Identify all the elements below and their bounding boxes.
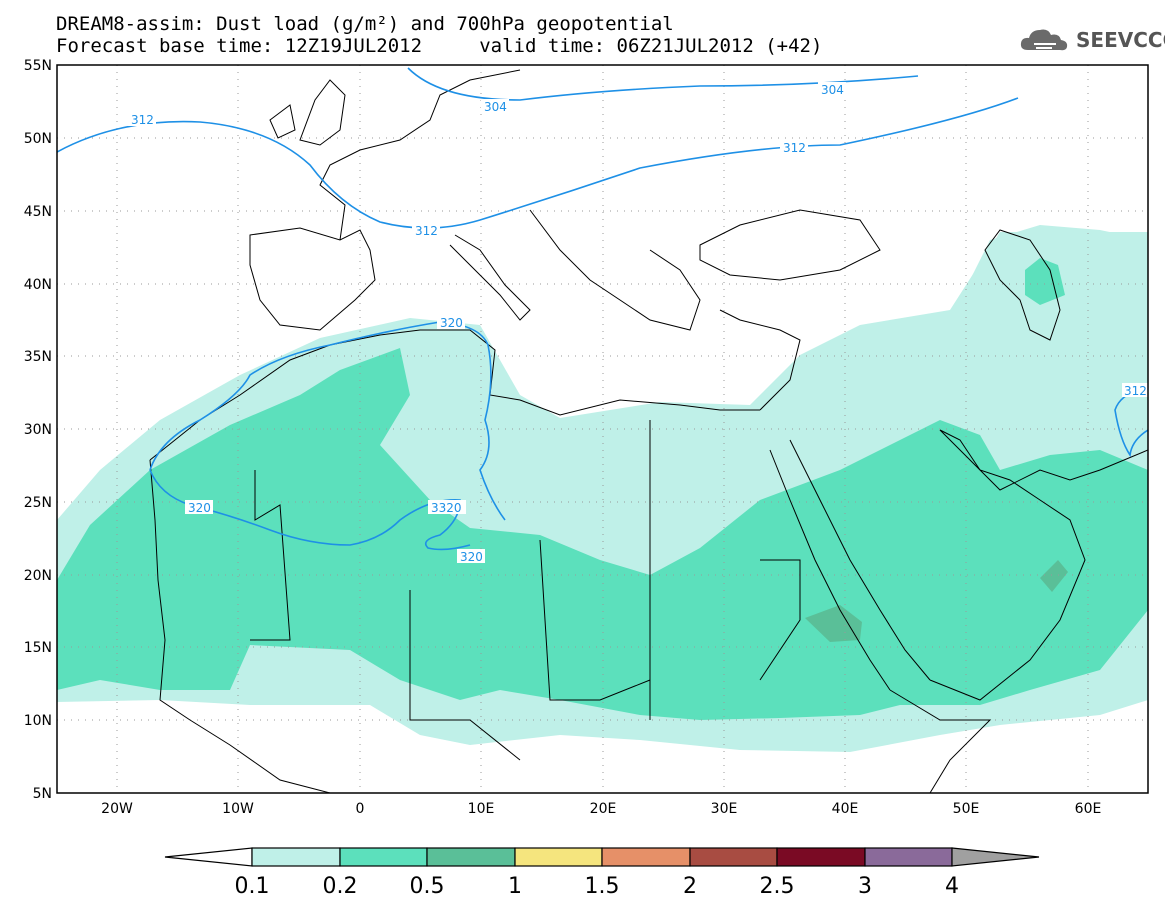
lon-label: 40E: [832, 801, 859, 817]
contour-312-east: [1114, 389, 1148, 458]
dust-load-field: [57, 225, 1148, 752]
logo-text: SEEVCCC: [1076, 28, 1165, 52]
map-frame: [56, 64, 1149, 794]
colorbar-label: 1.5: [585, 874, 620, 899]
map-title: DREAM8-assim: Dust load (g/m²) and 700hP…: [56, 13, 674, 35]
colorbar-label: 4: [945, 874, 959, 899]
lon-label: 30E: [711, 801, 738, 817]
colorbar-segment: [601, 847, 691, 867]
graticule: [57, 65, 1148, 793]
dust-level-0.5-region: [805, 605, 862, 642]
lat-label: 30N: [24, 422, 52, 438]
contour-label: 320: [188, 501, 211, 515]
contour-label: 320: [440, 316, 463, 330]
lon-label: 20E: [590, 801, 617, 817]
colorbar-label: 2.5: [760, 874, 795, 899]
colorbar-segment: [951, 847, 1040, 867]
colorbar-segment: [426, 847, 516, 867]
contour-label: 304: [484, 100, 507, 114]
colorbar-label: 2: [683, 874, 697, 899]
colorbar-labels: 0.1 0.2 0.5 1 1.5 2 2.5 3 4: [235, 874, 960, 899]
contour-label: 320: [460, 550, 483, 564]
colorbar-label: 0.5: [410, 874, 445, 899]
dust-level-0.5-region: [1040, 560, 1068, 592]
contour-label: 3320: [431, 501, 462, 515]
colorbar: [164, 847, 1040, 867]
contour-label: 312: [415, 224, 438, 238]
colorbar-label: 3: [858, 874, 872, 899]
longitude-labels: 20W 10W 0 10E 20E 30E 40E 50E 60E: [101, 801, 1101, 817]
contour-320-south: [149, 469, 471, 551]
contour-label: 304: [821, 83, 844, 97]
lat-label: 15N: [24, 640, 52, 656]
dust-level-0.2-region: [57, 348, 1148, 720]
lon-label: 10E: [468, 801, 495, 817]
latitude-labels: 55N 50N 45N 40N 35N 30N 25N 20N 15N 10N …: [24, 58, 52, 802]
lat-label: 10N: [24, 713, 52, 729]
coastlines: [149, 69, 1148, 793]
contour-label: 312: [131, 113, 154, 127]
lat-label: 45N: [24, 204, 52, 220]
contour-label: 312: [1124, 384, 1147, 398]
dust-level-0.2-region: [1025, 258, 1065, 305]
lat-label: 40N: [24, 277, 52, 293]
contour-320-north: [149, 321, 506, 521]
lat-label: 25N: [24, 495, 52, 511]
lat-label: 5N: [33, 786, 52, 802]
colorbar-segment: [689, 847, 778, 867]
lat-label: 35N: [24, 349, 52, 365]
colorbar-segment: [514, 847, 603, 867]
contour-label: 312: [783, 141, 806, 155]
lon-label: 0: [356, 801, 365, 817]
cloud-icon: [1020, 29, 1068, 51]
colorbar-segment: [251, 847, 341, 867]
forecast-times: Forecast base time: 12Z19JUL2012 valid t…: [56, 35, 823, 57]
lat-label: 20N: [24, 568, 52, 584]
lon-label: 20W: [101, 801, 133, 817]
seevccc-logo: SEEVCCC: [1018, 22, 1165, 56]
lon-label: 60E: [1075, 801, 1102, 817]
contour-312-north: [57, 97, 1019, 229]
lat-label: 55N: [24, 58, 52, 74]
colorbar-segment: [864, 847, 953, 867]
lon-label: 10W: [222, 801, 254, 817]
lat-label: 50N: [24, 131, 52, 147]
colorbar-label: 0.1: [235, 874, 270, 899]
lon-label: 50E: [953, 801, 980, 817]
contour-labels: 312 304 304 312 312 320 312 320 3320 320: [128, 82, 1148, 564]
colorbar-segment: [164, 847, 253, 867]
colorbar-label: 1: [508, 874, 522, 899]
geopotential-contours: [57, 67, 1148, 551]
colorbar-segment: [776, 847, 866, 867]
colorbar-label: 0.2: [323, 874, 358, 899]
colorbar-segment: [339, 847, 428, 867]
